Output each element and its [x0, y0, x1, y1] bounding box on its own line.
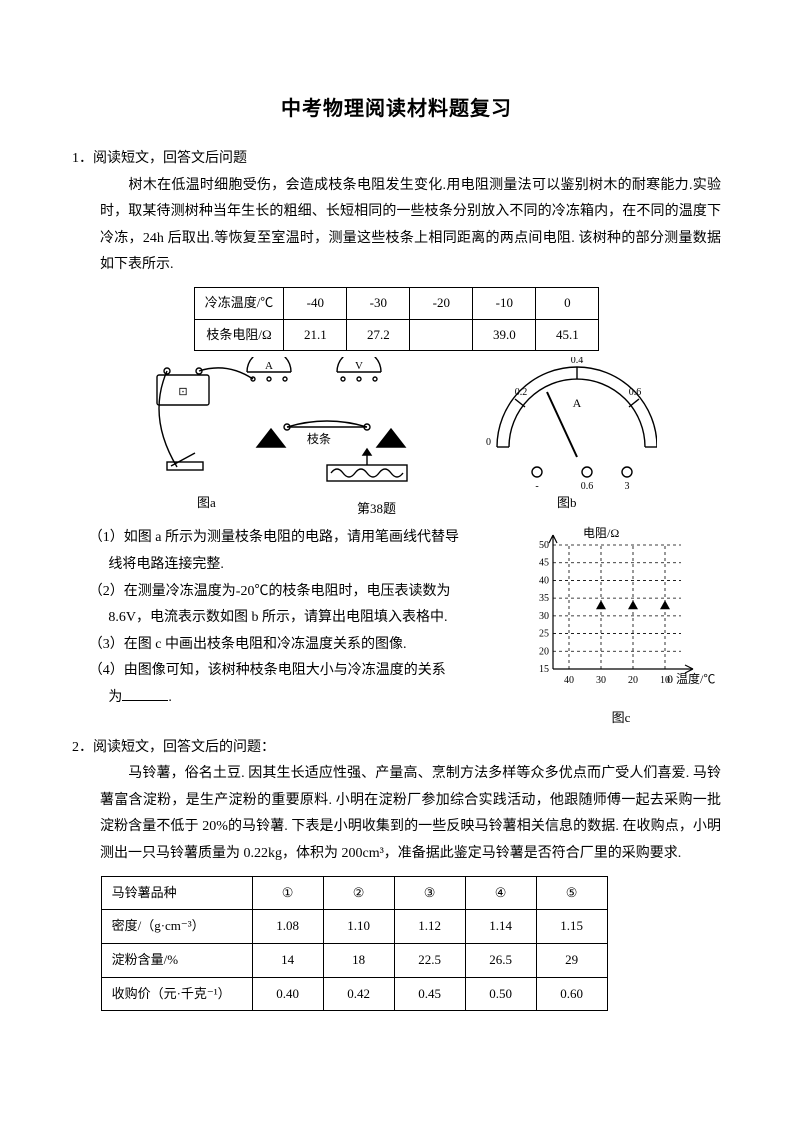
t2-r0-4: 1.15	[536, 910, 607, 944]
q1-sub3: （3）在图 c 中画出枝条电阻和冷冻温度关系的图像.	[120, 632, 515, 659]
svg-text:45: 45	[539, 558, 549, 569]
q1-passage: 树木在低温时细胞受伤，会造成枝条电阻发生变化.用电阻测量法可以鉴别树木的耐寒能力…	[72, 173, 721, 279]
t2-r2-0: 0.40	[252, 977, 323, 1011]
t2-r1-4: 29	[536, 943, 607, 977]
svg-text:0: 0	[486, 437, 491, 448]
svg-text:40: 40	[539, 576, 549, 587]
svg-text:3: 3	[624, 481, 629, 492]
t2-r0-0: 1.08	[252, 910, 323, 944]
q1-head: 1．阅读短文，回答文后问题	[72, 146, 721, 173]
t1-r2-c1: 21.1	[284, 319, 347, 351]
t2-r1-2: 22.5	[394, 943, 465, 977]
page-title: 中考物理阅读材料题复习	[72, 90, 721, 128]
graph-y-label: 电阻/Ω	[583, 526, 619, 540]
answer-blank	[122, 686, 168, 701]
t2-r0-2: 1.12	[394, 910, 465, 944]
t1-r2-c2: 27.2	[347, 319, 410, 351]
svg-text:30: 30	[596, 675, 606, 686]
q1-sub2b: 8.6V，电流表示数如图 b 所示，请算出电阻填入表格中.	[72, 605, 515, 632]
fig-a-label: 图a	[197, 495, 216, 510]
t2-h0: 马铃薯品种	[101, 876, 252, 910]
svg-text:20: 20	[539, 647, 549, 658]
svg-text:-: -	[535, 481, 538, 492]
q1-sub4b-line: 为.	[72, 685, 515, 712]
svg-text:25: 25	[539, 629, 549, 640]
q2-table: 马铃薯品种 ① ② ③ ④ ⑤ 密度/（g·cm⁻³） 1.08 1.10 1.…	[101, 876, 608, 1012]
t2-r2-l: 收购价（元·千克⁻¹）	[101, 977, 252, 1011]
q1-sub4b: 为	[108, 690, 122, 705]
t2-r0-3: 1.14	[465, 910, 536, 944]
circuit-and-meter-figure: ⊡ A V	[137, 357, 657, 517]
t1-r2-c3	[410, 319, 473, 351]
q1-sub2: （2）在测量冷冻温度为-20℃的枝条电阻时，电压表读数为	[120, 579, 515, 606]
twig-label: 枝条	[307, 431, 331, 446]
t2-r1-1: 18	[323, 943, 394, 977]
t2-h1: ①	[252, 876, 323, 910]
svg-text:50: 50	[539, 540, 549, 551]
t1-r2-c5: 45.1	[536, 319, 599, 351]
t2-r1-0: 14	[252, 943, 323, 977]
t2-r1-3: 26.5	[465, 943, 536, 977]
q2-passage: 马铃薯，俗名土豆. 因其生长适应性强、产量高、烹制方法多样等众多优点而广受人们喜…	[72, 761, 721, 867]
t2-r2-2: 0.45	[394, 977, 465, 1011]
svg-text:0.6: 0.6	[580, 481, 593, 492]
q1-sub4: （4）由图像可知，该树种枝条电阻大小与冷冻温度的关系	[120, 658, 515, 685]
q1-sub4c: .	[168, 690, 172, 705]
svg-text:V: V	[355, 360, 363, 372]
q1-sub1: （1）如图 a 所示为测量枝条电阻的电路，请用笔画线代替导	[120, 525, 515, 552]
fig-b-label: 图b	[557, 495, 577, 510]
t1-r2-c4: 39.0	[473, 319, 536, 351]
fig-mid-label: 第38题	[357, 501, 396, 516]
svg-text:15: 15	[539, 664, 549, 675]
svg-text:40: 40	[564, 675, 574, 686]
q2-head: 2．阅读短文，回答文后的问题：	[72, 735, 721, 762]
t1-r1-c5: 0	[536, 287, 599, 319]
q1-passage-text: 树木在低温时细胞受伤，会造成枝条电阻发生变化.用电阻测量法可以鉴别树木的耐寒能力…	[100, 178, 721, 273]
t2-h5: ⑤	[536, 876, 607, 910]
t2-h4: ④	[465, 876, 536, 910]
q2-passage-text: 马铃薯，俗名土豆. 因其生长适应性强、产量高、烹制方法多样等众多优点而广受人们喜…	[100, 766, 721, 861]
svg-text:A: A	[572, 396, 581, 410]
svg-text:20: 20	[628, 675, 638, 686]
graph-x-label: 0 温度/℃	[667, 671, 715, 686]
svg-text:0.2: 0.2	[514, 387, 527, 398]
t2-r0-1: 1.10	[323, 910, 394, 944]
svg-text:35: 35	[539, 593, 549, 604]
q1-sub1b: 线将电路连接完整.	[72, 552, 515, 579]
t1-r1-label: 冷冻温度/℃	[194, 287, 284, 319]
svg-text:0.4: 0.4	[570, 357, 583, 366]
fig-c-caption: 图c	[521, 706, 721, 731]
svg-text:A: A	[265, 360, 273, 372]
t1-r1-c4: -10	[473, 287, 536, 319]
q1-sub1a: （1）如图 a 所示为测量枝条电阻的电路，请用笔画线代替导	[89, 530, 459, 545]
t2-h3: ③	[394, 876, 465, 910]
t1-r2-label: 枝条电阻/Ω	[194, 319, 284, 351]
t1-r1-c1: -40	[284, 287, 347, 319]
t2-r2-4: 0.60	[536, 977, 607, 1011]
t1-r1-c3: -20	[410, 287, 473, 319]
t2-r1-l: 淀粉含量/%	[101, 943, 252, 977]
q1-sub2a: （2）在测量冷冻温度为-20℃的枝条电阻时，电压表读数为	[89, 584, 451, 599]
q1-sub4a: （4）由图像可知，该树种枝条电阻大小与冷冻温度的关系	[89, 663, 446, 678]
svg-text:30: 30	[539, 611, 549, 622]
q1-table: 冷冻温度/℃ -40 -30 -20 -10 0 枝条电阻/Ω 21.1 27.…	[194, 287, 600, 351]
t2-r2-1: 0.42	[323, 977, 394, 1011]
t1-r1-c2: -30	[347, 287, 410, 319]
t2-r2-3: 0.50	[465, 977, 536, 1011]
t2-r0-l: 密度/（g·cm⁻³）	[101, 910, 252, 944]
graph-fig-c: 1520253035404550 40302010 电阻/Ω 0 温度/℃	[521, 525, 721, 695]
svg-text:⊡: ⊡	[178, 386, 187, 398]
svg-text:0.6: 0.6	[628, 387, 641, 398]
t2-h2: ②	[323, 876, 394, 910]
